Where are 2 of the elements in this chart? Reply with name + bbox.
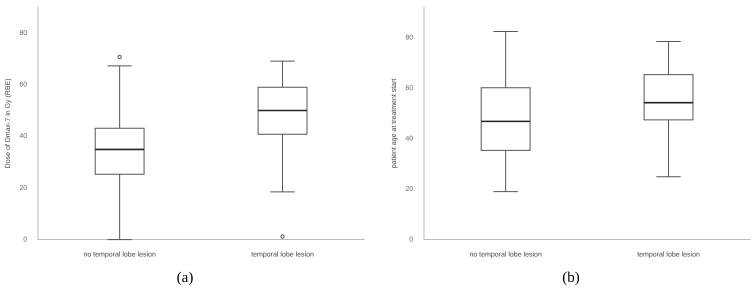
text: (b) (562, 270, 580, 287)
text: (a) (176, 270, 194, 287)
